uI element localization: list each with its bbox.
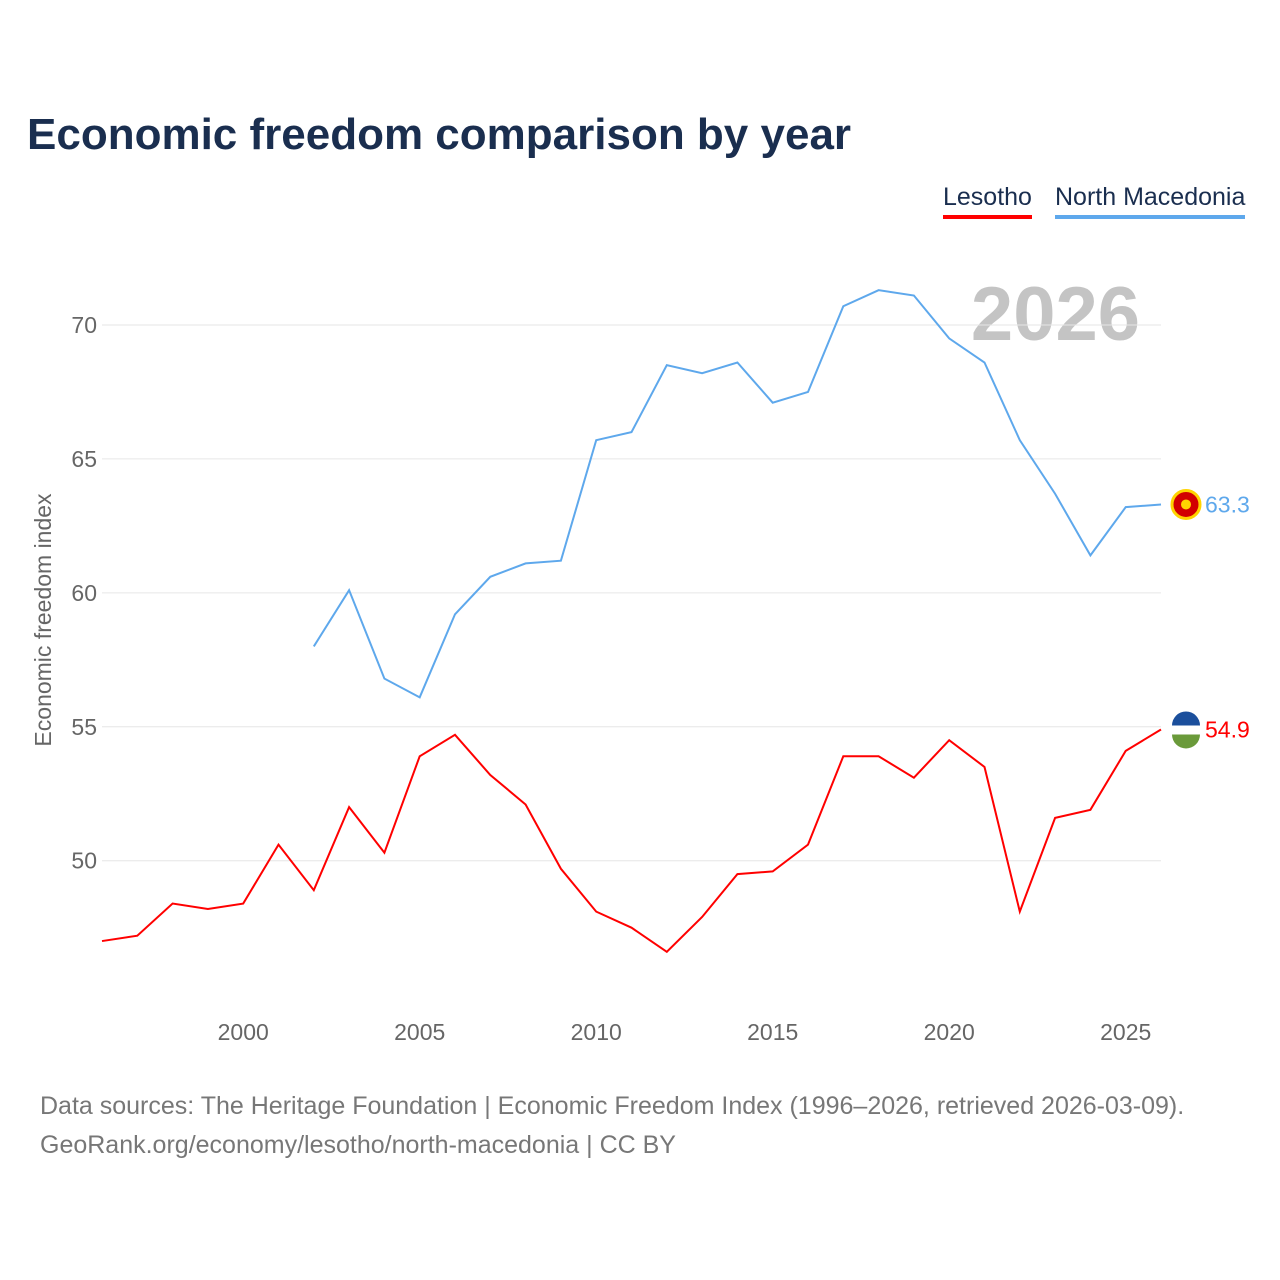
data-point [735, 361, 739, 365]
source-note: Data sources: The Heritage Foundation | … [40, 1087, 1184, 1165]
data-point [382, 677, 386, 681]
data-point [806, 390, 810, 394]
data-point [665, 363, 669, 367]
data-point [100, 939, 104, 943]
flag-band [1172, 711, 1200, 726]
chart-title: Economic freedom comparison by year [27, 110, 852, 159]
data-point [488, 575, 492, 579]
end-value-label: 54.9 [1205, 716, 1250, 742]
y-tick-label: 50 [71, 848, 97, 874]
data-point [983, 361, 987, 365]
data-point [418, 754, 422, 758]
data-point [1018, 910, 1022, 914]
data-point [947, 738, 951, 742]
data-point [594, 910, 598, 914]
y-axis-label: Economic freedom index [30, 493, 56, 747]
data-point [877, 754, 881, 758]
legend-north-macedonia[interactable]: North Macedonia [1055, 183, 1246, 219]
data-point [771, 869, 775, 873]
data-point [877, 288, 881, 292]
data-point [1124, 749, 1128, 753]
data-point [700, 371, 704, 375]
x-tick-label: 2020 [924, 1019, 975, 1045]
y-tick-label: 65 [71, 446, 97, 472]
data-point [947, 336, 951, 340]
y-tick-label: 55 [71, 714, 97, 740]
data-point [312, 644, 316, 648]
data-point [559, 867, 563, 871]
source-line-2[interactable]: GeoRank.org/economy/lesotho/north-macedo… [40, 1131, 676, 1159]
data-point [1018, 438, 1022, 442]
data-point [841, 304, 845, 308]
legend-lesotho[interactable]: Lesotho [943, 183, 1032, 219]
data-point [912, 776, 916, 780]
series-line-lesotho [101, 728, 1162, 954]
data-point [206, 907, 210, 911]
data-point [630, 430, 634, 434]
data-point [418, 695, 422, 699]
data-point [453, 733, 457, 737]
data-point [171, 902, 175, 906]
x-tick-label: 2010 [571, 1019, 622, 1045]
data-point [559, 559, 563, 563]
flag-band [1172, 734, 1200, 749]
data-point [453, 612, 457, 616]
data-point [382, 851, 386, 855]
data-point [347, 588, 351, 592]
data-point [524, 802, 528, 806]
data-point [488, 773, 492, 777]
y-tick-label: 70 [71, 312, 97, 338]
data-point [1159, 502, 1163, 506]
data-point [1124, 505, 1128, 509]
data-point [241, 902, 245, 906]
x-tick-label: 2015 [747, 1019, 798, 1045]
source-line-1: Data sources: The Heritage Foundation | … [40, 1092, 1185, 1120]
data-point [135, 934, 139, 938]
data-point [912, 294, 916, 298]
data-point [1088, 808, 1092, 812]
data-point [277, 843, 281, 847]
series-line-north-macedonia [312, 289, 1162, 699]
data-point [312, 888, 316, 892]
data-point [665, 950, 669, 954]
data-point [1159, 727, 1163, 731]
flag-sun [1181, 499, 1191, 510]
data-point [983, 765, 987, 769]
x-tick-label: 2000 [218, 1019, 269, 1045]
end-value-label: 63.3 [1205, 491, 1250, 517]
data-point [630, 926, 634, 930]
data-point [735, 872, 739, 876]
data-point [700, 915, 704, 919]
data-point [806, 843, 810, 847]
x-tick-label: 2025 [1100, 1019, 1151, 1045]
data-point [1053, 492, 1057, 496]
data-point [771, 401, 775, 405]
x-tick-label: 2005 [394, 1019, 445, 1045]
data-point [347, 805, 351, 809]
data-point [1088, 553, 1092, 557]
y-tick-label: 60 [71, 580, 97, 606]
data-point [524, 561, 528, 565]
year-watermark: 2026 [971, 272, 1140, 357]
data-point [841, 754, 845, 758]
data-point [594, 438, 598, 442]
data-point [1053, 816, 1057, 820]
